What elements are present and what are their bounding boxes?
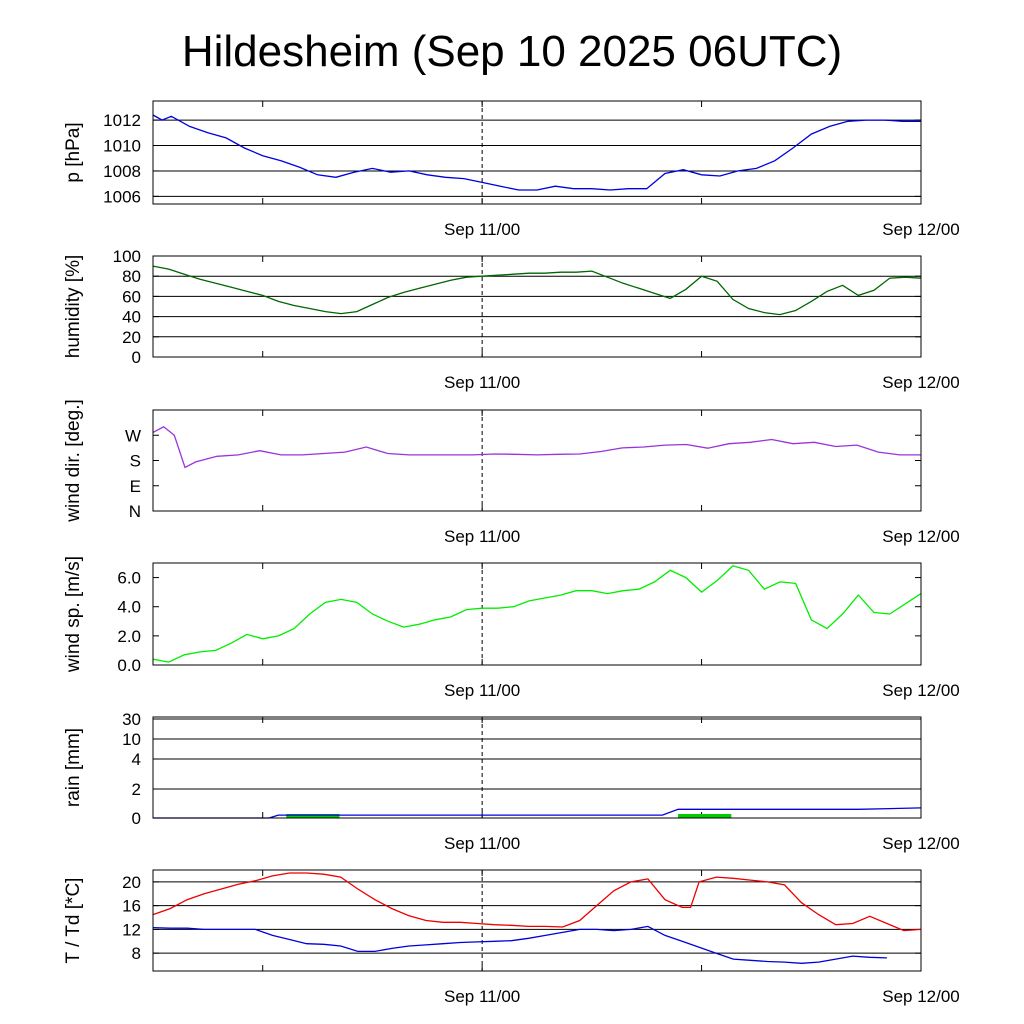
y-tick-label: 80 [122, 267, 141, 286]
y-axis-label: wind sp. [m/s] [63, 556, 84, 673]
x-tick-label: Sep 12/00 [882, 681, 960, 700]
plot-frame [152, 562, 922, 666]
y-tick-label: W [125, 426, 141, 445]
y-tick-label: 16 [122, 897, 141, 916]
y-tick-label: 0.0 [117, 656, 141, 675]
y-axis-label: rain [mm] [63, 728, 84, 807]
y-tick-label: 2.0 [117, 627, 141, 646]
rain-bar [286, 814, 340, 818]
plot-frame [152, 716, 922, 819]
plot-frame [152, 869, 922, 972]
y-axis-label: wind dir. [deg.] [63, 399, 84, 523]
series-line [152, 872, 922, 932]
y-axis-label: humidity [%] [63, 255, 84, 358]
y-tick-label: 8 [132, 944, 141, 963]
y-tick-label: 20 [122, 328, 141, 347]
series-line [152, 114, 921, 191]
y-tick-label: 4 [132, 750, 141, 769]
y-tick-label: 100 [113, 247, 141, 266]
y-tick-label: 40 [122, 308, 141, 327]
y-tick-label: 1008 [103, 162, 141, 181]
x-tick-label: Sep 12/00 [882, 220, 960, 239]
x-tick-label: Sep 12/00 [882, 373, 960, 392]
y-axis-label: T / Td [*C] [63, 878, 84, 964]
x-tick-label: Sep 11/00 [444, 834, 520, 853]
y-tick-label: N [129, 502, 141, 521]
y-tick-label: 0 [132, 348, 141, 367]
series-line [152, 265, 922, 316]
y-tick-label: 1012 [103, 111, 141, 130]
series-line [152, 565, 922, 663]
plot-frame [152, 255, 922, 358]
y-tick-label: 60 [122, 287, 141, 306]
y-tick-label: 30 [122, 710, 141, 729]
y-tick-label: 12 [122, 920, 141, 939]
x-tick-label: Sep 11/00 [444, 987, 520, 1006]
y-tick-label: 1010 [103, 137, 141, 156]
y-tick-label: 4.0 [117, 598, 141, 617]
plot-frame [152, 100, 922, 205]
y-tick-label: 20 [122, 873, 141, 892]
x-tick-label: Sep 11/00 [444, 527, 520, 546]
x-tick-label: Sep 11/00 [444, 373, 520, 392]
y-tick-label: 6.0 [117, 569, 141, 588]
y-tick-label: 2 [132, 780, 141, 799]
series-line [153, 807, 922, 819]
x-tick-label: Sep 11/00 [444, 220, 520, 239]
x-tick-label: Sep 11/00 [444, 681, 520, 700]
y-axis-label: p [hPa] [63, 122, 84, 182]
y-tick-label: 0 [132, 809, 141, 828]
y-tick-label: 1006 [103, 187, 141, 206]
chart-title: Hildesheim (Sep 10 2025 06UTC) [181, 27, 843, 76]
plot-frame [152, 409, 922, 512]
x-tick-label: Sep 12/00 [882, 987, 960, 1006]
y-tick-label: S [130, 452, 141, 471]
series-line [152, 426, 921, 469]
y-tick-label: 10 [122, 730, 141, 749]
series-line [152, 925, 887, 964]
x-tick-label: Sep 12/00 [882, 527, 960, 546]
y-tick-label: E [130, 477, 141, 496]
rain-bar [678, 814, 732, 818]
x-tick-label: Sep 12/00 [882, 834, 960, 853]
